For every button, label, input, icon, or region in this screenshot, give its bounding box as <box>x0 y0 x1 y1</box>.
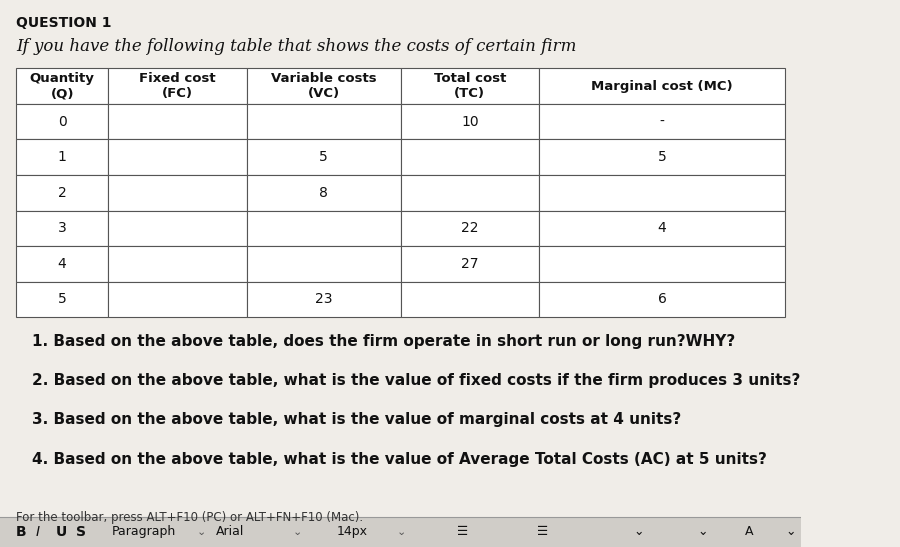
Text: Quantity
(Q): Quantity (Q) <box>30 72 94 100</box>
Bar <box>247 282 400 317</box>
Bar <box>247 211 400 246</box>
Text: 2. Based on the above table, what is the value of fixed costs if the firm produc: 2. Based on the above table, what is the… <box>32 373 800 388</box>
Bar <box>16 282 108 317</box>
Text: ⌄: ⌄ <box>196 527 206 537</box>
Bar <box>539 175 785 211</box>
Bar <box>16 139 108 175</box>
Text: -: - <box>660 115 664 129</box>
Text: Variable costs
(VC): Variable costs (VC) <box>271 72 376 100</box>
Text: 1. Based on the above table, does the firm operate in short run or long run?WHY?: 1. Based on the above table, does the fi… <box>32 334 735 348</box>
Text: Paragraph: Paragraph <box>112 526 176 538</box>
Bar <box>247 246 400 282</box>
Text: ⌄: ⌄ <box>397 527 406 537</box>
Text: 23: 23 <box>315 293 332 306</box>
Text: 1: 1 <box>58 150 67 164</box>
Bar <box>247 175 400 211</box>
Text: 5: 5 <box>658 150 667 164</box>
Text: 5: 5 <box>320 150 328 164</box>
Text: For the toolbar, press ALT+F10 (PC) or ALT+FN+F10 (Mac).: For the toolbar, press ALT+F10 (PC) or A… <box>16 511 363 525</box>
Bar <box>400 246 539 282</box>
Bar <box>400 211 539 246</box>
Text: ⌄: ⌄ <box>785 526 796 538</box>
Bar <box>400 139 539 175</box>
Bar <box>247 68 400 104</box>
Text: Arial: Arial <box>216 526 245 538</box>
Bar <box>400 68 539 104</box>
Bar <box>108 246 247 282</box>
Bar <box>247 139 400 175</box>
Bar <box>108 175 247 211</box>
Bar <box>539 246 785 282</box>
Text: 14px: 14px <box>337 526 367 538</box>
Bar <box>16 104 108 139</box>
Text: Fixed cost
(FC): Fixed cost (FC) <box>140 72 216 100</box>
Bar <box>108 282 247 317</box>
Bar <box>247 104 400 139</box>
Bar <box>16 246 108 282</box>
Bar <box>400 282 539 317</box>
Bar <box>16 68 108 104</box>
Text: ⌄: ⌄ <box>292 527 302 537</box>
Bar <box>539 282 785 317</box>
Text: 4: 4 <box>58 257 67 271</box>
Text: S: S <box>76 525 86 539</box>
Text: U: U <box>56 525 68 539</box>
Text: ☰: ☰ <box>456 526 468 538</box>
Text: B: B <box>16 525 27 539</box>
Text: QUESTION 1: QUESTION 1 <box>16 16 112 31</box>
Text: 4: 4 <box>658 222 667 235</box>
Bar <box>108 104 247 139</box>
Text: 0: 0 <box>58 115 67 129</box>
Text: ☰: ☰ <box>536 526 548 538</box>
Text: 8: 8 <box>320 186 328 200</box>
Text: 3: 3 <box>58 222 67 235</box>
Bar <box>108 68 247 104</box>
Text: 4. Based on the above table, what is the value of Average Total Costs (AC) at 5 : 4. Based on the above table, what is the… <box>32 452 767 467</box>
Text: ⌄: ⌄ <box>698 526 707 538</box>
Text: 2: 2 <box>58 186 67 200</box>
Text: I: I <box>36 525 40 539</box>
Bar <box>400 104 539 139</box>
Text: 3. Based on the above table, what is the value of marginal costs at 4 units?: 3. Based on the above table, what is the… <box>32 412 681 427</box>
Text: Total cost
(TC): Total cost (TC) <box>434 72 506 100</box>
Bar <box>108 211 247 246</box>
Text: 6: 6 <box>658 293 667 306</box>
Bar <box>108 139 247 175</box>
Bar <box>539 139 785 175</box>
Text: 5: 5 <box>58 293 67 306</box>
Text: 27: 27 <box>461 257 479 271</box>
Text: Marginal cost (MC): Marginal cost (MC) <box>591 80 733 92</box>
Bar <box>539 211 785 246</box>
Text: 10: 10 <box>461 115 479 129</box>
Bar <box>16 211 108 246</box>
Text: A: A <box>745 526 753 538</box>
Bar <box>539 104 785 139</box>
Text: 22: 22 <box>461 222 479 235</box>
Bar <box>0 517 801 547</box>
Bar <box>400 175 539 211</box>
Bar <box>16 175 108 211</box>
Bar <box>539 68 785 104</box>
Text: If you have the following table that shows the costs of certain firm: If you have the following table that sho… <box>16 38 576 55</box>
Text: ⌄: ⌄ <box>633 526 643 538</box>
